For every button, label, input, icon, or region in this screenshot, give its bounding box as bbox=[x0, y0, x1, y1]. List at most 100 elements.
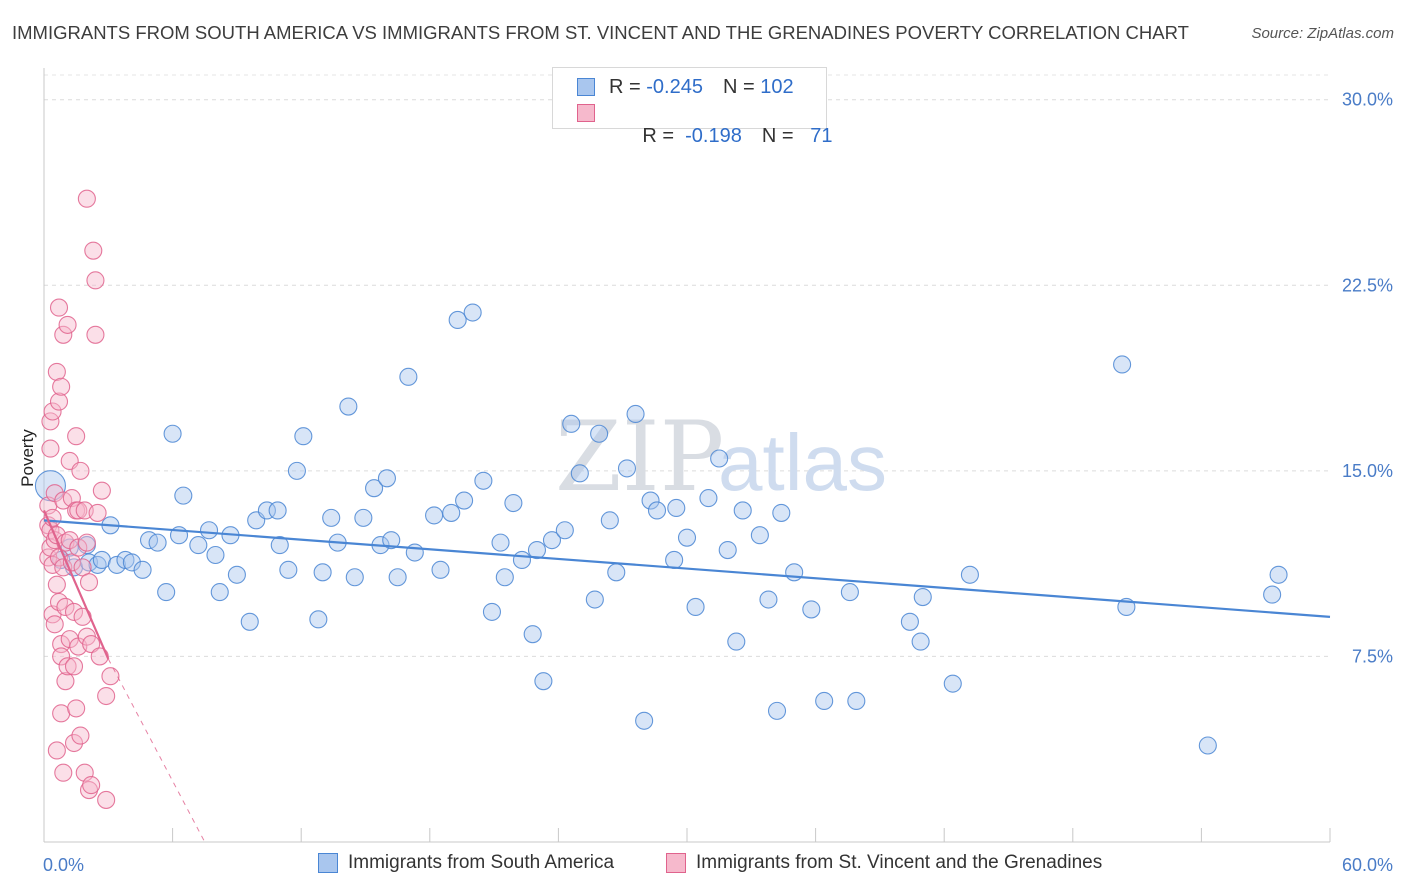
data-point-series-0-9 bbox=[107, 555, 126, 574]
series-label-st-vincent: Immigrants from St. Vincent and the Gren… bbox=[696, 852, 1103, 873]
data-point-series-0-32 bbox=[294, 427, 313, 446]
data-point-series-0-73 bbox=[641, 491, 660, 510]
data-point-series-0-24 bbox=[227, 565, 246, 584]
chart-source: Source: ZipAtlas.com bbox=[1251, 25, 1394, 42]
watermark: ZIP atlas bbox=[555, 401, 887, 513]
data-point-series-1-26 bbox=[54, 763, 73, 782]
watermark-zip: ZIP bbox=[555, 401, 724, 513]
data-point-series-1-18 bbox=[49, 298, 69, 317]
data-point-series-0-51 bbox=[455, 491, 474, 510]
legend-r-value: -0.198 bbox=[679, 125, 742, 147]
data-point-series-0-27 bbox=[257, 501, 276, 520]
data-point-series-0-34 bbox=[313, 563, 332, 582]
data-point-series-1-34 bbox=[58, 315, 77, 334]
data-point-series-1-40 bbox=[64, 602, 84, 621]
data-point-series-0-94 bbox=[911, 632, 930, 651]
trend-line-series-0 bbox=[43, 519, 1331, 618]
data-point-series-0-61 bbox=[534, 672, 553, 691]
data-point-series-0-86 bbox=[767, 701, 787, 720]
data-point-series-0-58 bbox=[512, 550, 532, 569]
data-point-series-1-59 bbox=[79, 573, 99, 592]
data-point-series-1-45 bbox=[67, 699, 86, 718]
data-point-series-0-74 bbox=[647, 501, 667, 520]
data-point-series-0-67 bbox=[590, 424, 609, 443]
data-point-series-0-55 bbox=[491, 533, 510, 552]
legend-n-value: 102 bbox=[760, 76, 794, 98]
data-point-series-0-53 bbox=[474, 471, 493, 490]
series-swatch-pink bbox=[666, 853, 686, 873]
data-point-series-1-32 bbox=[56, 672, 75, 691]
data-point-series-0-80 bbox=[710, 449, 729, 468]
data-point-series-0-60 bbox=[527, 540, 547, 560]
y-tick-label-1: 15.0% bbox=[1342, 461, 1393, 481]
trend-line-extension-series-1 bbox=[107, 658, 206, 843]
data-point-series-1-69 bbox=[97, 790, 116, 809]
data-point-series-1-33 bbox=[58, 657, 77, 676]
correlation-legend: R = -0.245 N = 102 R = -0.198 N = 71 bbox=[552, 67, 832, 147]
data-point-series-0-46 bbox=[405, 543, 424, 562]
legend-r-value: -0.245 bbox=[646, 76, 703, 98]
data-point-series-1-15 bbox=[47, 575, 66, 594]
data-point-series-1-49 bbox=[71, 726, 90, 745]
data-point-series-0-82 bbox=[727, 632, 746, 651]
data-point-series-0-16 bbox=[163, 424, 182, 443]
data-point-series-0-65 bbox=[570, 464, 589, 483]
data-point-series-0-98 bbox=[1113, 355, 1132, 374]
data-point-series-1-14 bbox=[47, 362, 66, 381]
data-point-series-0-12 bbox=[133, 560, 152, 579]
y-tick-label-0: 7.5% bbox=[1352, 646, 1393, 666]
data-point-series-0-72 bbox=[635, 711, 654, 730]
data-point-series-1-67 bbox=[92, 481, 111, 500]
data-point-series-1-46 bbox=[69, 501, 88, 520]
data-point-series-0-35 bbox=[322, 508, 341, 527]
data-point-series-0-84 bbox=[750, 526, 769, 545]
legend-swatch-pink bbox=[577, 104, 595, 122]
data-point-series-0-83 bbox=[733, 501, 752, 520]
x-tick-max: 60.0% bbox=[1342, 855, 1393, 875]
data-point-series-0-88 bbox=[785, 563, 804, 582]
data-point-series-0-62 bbox=[542, 531, 562, 550]
y-axis-title: Poverty bbox=[18, 429, 37, 487]
data-point-series-0-95 bbox=[913, 588, 932, 607]
data-point-series-0-49 bbox=[442, 503, 461, 522]
data-point-series-0-78 bbox=[686, 597, 705, 617]
data-point-series-1-25 bbox=[52, 704, 71, 723]
data-point-series-1-13 bbox=[45, 615, 64, 634]
data-point-series-0-21 bbox=[206, 545, 225, 565]
legend-n-value: 71 bbox=[799, 125, 833, 147]
data-point-series-0-48 bbox=[431, 560, 450, 579]
data-point-series-1-60 bbox=[82, 635, 101, 654]
legend-n-label: N = bbox=[761, 125, 800, 147]
series-label-south-america: Immigrants from South America bbox=[348, 852, 615, 873]
data-point-series-0-71 bbox=[626, 404, 645, 424]
data-point-series-0-40 bbox=[365, 479, 384, 498]
data-point-series-0-77 bbox=[677, 528, 697, 547]
data-point-series-0-45 bbox=[399, 367, 418, 386]
data-point-series-0-25 bbox=[240, 612, 259, 631]
data-point-series-1-22 bbox=[52, 377, 71, 396]
y-tick-label-2: 22.5% bbox=[1342, 275, 1393, 295]
data-point-series-1-57 bbox=[77, 533, 96, 552]
data-point-series-1-19 bbox=[49, 392, 69, 411]
data-point-series-1-56 bbox=[77, 189, 96, 208]
data-point-series-0-93 bbox=[900, 612, 919, 631]
data-point-series-0-97 bbox=[960, 565, 979, 584]
data-points bbox=[34, 189, 1288, 809]
data-point-series-0-96 bbox=[943, 674, 962, 693]
axes bbox=[43, 68, 1331, 843]
data-point-series-0-81 bbox=[718, 540, 737, 560]
data-point-series-0-18 bbox=[174, 486, 193, 505]
data-point-series-0-66 bbox=[585, 590, 604, 609]
data-point-series-0-14 bbox=[148, 533, 167, 552]
data-point-series-1-27 bbox=[54, 325, 73, 344]
data-point-series-0-52 bbox=[463, 303, 482, 322]
legend-r-label: R = bbox=[642, 125, 680, 147]
data-point-series-0-63 bbox=[555, 521, 574, 540]
data-point-series-0-69 bbox=[607, 563, 626, 582]
data-point-series-0-68 bbox=[600, 511, 619, 530]
data-point-series-1-42 bbox=[64, 733, 84, 753]
data-point-series-0-76 bbox=[667, 498, 686, 518]
data-point-series-0-100 bbox=[1198, 736, 1217, 755]
data-point-series-1-50 bbox=[71, 461, 90, 480]
